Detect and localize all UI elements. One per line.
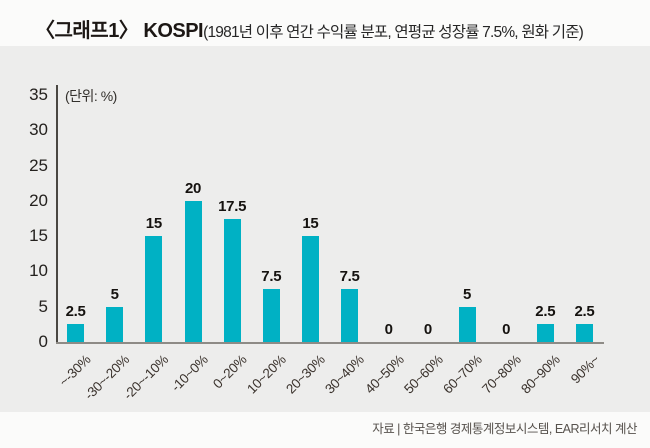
x-tick-label: 80~90% xyxy=(518,352,563,397)
bar-value-label: 0 xyxy=(384,321,393,338)
y-tick-label: 30 xyxy=(29,120,48,140)
x-tick-label: 50~60% xyxy=(400,352,446,397)
y-tick-label: 0 xyxy=(38,332,48,351)
bar xyxy=(262,289,280,342)
x-tick-label: 40~50% xyxy=(361,352,407,397)
chart-title-main: 〈그래프1〉 KOSPI xyxy=(35,20,204,42)
bar xyxy=(536,324,554,342)
bar xyxy=(341,289,359,342)
chart-title: 〈그래프1〉 KOSPI(1981년 이후 연간 수익률 분포, 연평균 성장률… xyxy=(35,14,640,43)
y-tick-label: 20 xyxy=(29,190,48,210)
bar-value-label: 2.5 xyxy=(65,303,86,321)
x-tick-label: 10~20% xyxy=(244,352,289,397)
bar xyxy=(575,324,593,342)
x-tick-label: 60~70% xyxy=(439,352,485,397)
bar xyxy=(223,218,241,342)
x-tick-label: 90%~ xyxy=(567,352,603,387)
x-tick-label: 20~30% xyxy=(283,352,329,397)
y-axis-line xyxy=(56,85,58,342)
bar-value-label: 20 xyxy=(184,179,202,197)
bar-value-label: 15 xyxy=(302,215,319,233)
bar-value-label: 2.5 xyxy=(535,303,556,321)
unit-label: (단위: %) xyxy=(65,88,117,104)
bar-value-label: 5 xyxy=(462,285,472,303)
y-tick-label: 25 xyxy=(29,155,48,175)
bar-value-label: 5 xyxy=(110,285,119,303)
x-tick-label: ~-30% xyxy=(55,352,94,390)
bar xyxy=(106,306,124,342)
bar-value-label: 7.5 xyxy=(261,268,282,286)
x-tick-label: 70~80% xyxy=(479,352,524,397)
plot-area: (단위: %) 0 5 10 15 20 25 30 35 2.5 ~-30% 5 -30~-20% 1… xyxy=(0,46,650,412)
bar-value-label: 0 xyxy=(423,321,432,338)
bar-value-label: 15 xyxy=(145,215,162,233)
x-tick-label: 30~40% xyxy=(322,352,368,397)
bar-value-label: 17.5 xyxy=(218,197,247,215)
bar xyxy=(458,306,476,342)
chart-panel: (단위: %) 0 5 10 15 20 25 30 35 2.5 ~-30% 5 -30~-20% 1… xyxy=(0,46,650,412)
bar xyxy=(67,324,85,342)
y-tick-label: 35 xyxy=(29,85,48,104)
bar-value-label: 2.5 xyxy=(574,303,595,321)
source-note: 자료 | 한국은행 경제통계정보시스템, EAR리서치 계산 xyxy=(372,422,637,436)
x-axis-line xyxy=(56,342,604,344)
bar-value-label: 0 xyxy=(502,321,511,338)
bar-value-label: 7.5 xyxy=(339,268,360,286)
bar xyxy=(301,236,319,342)
y-tick-label: 5 xyxy=(38,296,48,316)
bar xyxy=(145,236,163,342)
bar xyxy=(184,200,202,342)
y-tick-label: 15 xyxy=(29,226,48,246)
x-tick-label: -10~0% xyxy=(168,352,211,395)
chart-title-detail: (1981년 이후 연간 수익률 분포, 연평균 성장률 7.5%, 원화 기준… xyxy=(203,24,584,41)
y-tick-label: 10 xyxy=(29,261,48,281)
